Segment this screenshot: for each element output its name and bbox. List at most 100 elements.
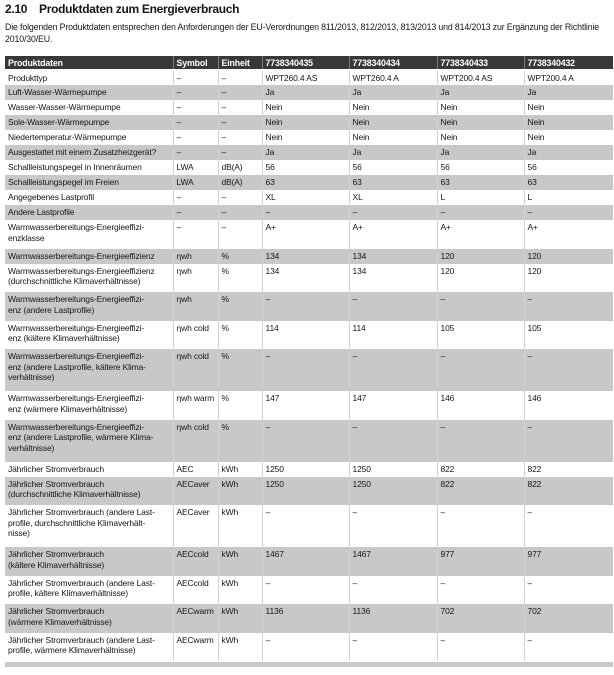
row-value-7738340432: Ja	[523, 85, 613, 100]
row-value-7738340435: Nein	[261, 130, 349, 145]
row-unit: –	[217, 145, 262, 160]
row-symbol: ηwh	[172, 292, 218, 321]
row-value-7738340433: Ja	[436, 145, 524, 160]
row-value-7738340432: A+	[523, 220, 613, 249]
row-value-7738340434: –	[348, 505, 437, 547]
row-value-7738340435: –	[261, 205, 349, 220]
row-symbol: ηwh warm	[172, 391, 218, 420]
row-value-7738340433: 105	[436, 320, 524, 349]
row-symbol: ηwh cold	[172, 320, 218, 349]
row-value-7738340433: Nein	[436, 130, 524, 145]
page-title: Produktdaten zum Energieverbrauch	[39, 2, 240, 16]
row-value-7738340433: Ja	[436, 85, 524, 100]
row-symbol: LWA	[172, 175, 218, 190]
row-unit: kWh	[217, 461, 262, 477]
row-value-7738340434: Nein	[348, 100, 437, 115]
row-label: Angegebenes Lastprofil	[8, 192, 95, 202]
table-row: Jährlicher Stromverbrauch (andere Last- …	[5, 632, 613, 661]
row-value-7738340433: 120	[436, 248, 524, 264]
row-value-7738340434: 134	[348, 248, 437, 264]
row-value-7738340434: 134	[348, 263, 437, 292]
column-header-symbol: Symbol	[172, 56, 218, 71]
table-row: Schallleistungspegel in Innenräumen LWA …	[5, 160, 613, 175]
row-label: Warmwasserbereitungs-Energieeffizi- enz …	[5, 419, 173, 462]
row-value-7738340432: 146	[523, 391, 613, 420]
intro-text: Die folgenden Produktdaten entsprechen d…	[5, 22, 600, 44]
row-value-7738340435: WPT260.4 AS	[261, 70, 349, 85]
row-value-7738340433: 977	[436, 547, 524, 576]
row-value-7738340434: 114	[348, 320, 437, 349]
row-value-7738340433: –	[436, 419, 524, 462]
table-row: Niedertemperatur-Wärmepumpe – – Nein Nei…	[5, 130, 613, 145]
row-label: Warmwasserbereitungs-Energieeffizienz (d…	[8, 265, 155, 287]
row-value-7738340434: 56	[348, 160, 437, 175]
row-label: Schallleistungspegel in Innenräumen	[8, 162, 142, 172]
row-unit: kWh	[217, 604, 262, 633]
row-label: Niedertemperatur-Wärmepumpe	[8, 132, 127, 142]
row-label: Produkttyp	[8, 73, 48, 83]
table-row: Produkttyp – – WPT260.4 AS WPT260.4 A WP…	[5, 70, 613, 85]
row-unit: %	[217, 419, 262, 462]
row-label: Warmwasserbereitungs-Energieeffizienz	[5, 248, 173, 264]
row-value-7738340432: 105	[523, 320, 613, 349]
row-unit: –	[217, 85, 262, 100]
row-value-7738340432: –	[523, 349, 613, 391]
row-symbol: –	[172, 115, 218, 130]
row-label: Jährlicher Stromverbrauch (wärmere Klima…	[5, 604, 173, 633]
row-value-7738340434: –	[348, 349, 437, 391]
row-value-7738340435: 1467	[261, 547, 349, 576]
row-unit: –	[217, 100, 262, 115]
row-label: Ausgestattet mit einem Zusatzheizgerät?	[5, 145, 173, 160]
row-label: Jährlicher Stromverbrauch (andere Last- …	[8, 634, 155, 656]
row-value-7738340434: –	[348, 292, 437, 321]
row-value-7738340432: Nein	[523, 115, 613, 130]
row-symbol: AECwarm	[172, 632, 218, 661]
row-value-7738340432: 120	[523, 248, 613, 264]
table-row: Warmwasserbereitungs-Energieeffizi- enz …	[5, 419, 613, 462]
row-symbol: ηwh	[172, 263, 218, 292]
row-unit: –	[217, 220, 262, 249]
row-label: Sole-Wasser-Wärmepumpe	[5, 115, 173, 130]
table-row: Jährlicher Stromverbrauch (wärmere Klima…	[5, 604, 613, 633]
table-bottom-edge	[5, 662, 613, 667]
row-value-7738340434: 1136	[348, 604, 437, 633]
row-label: Jährlicher Stromverbrauch (andere Last- …	[8, 507, 155, 538]
row-value-7738340434: A+	[348, 220, 437, 249]
row-value-7738340433: –	[436, 505, 524, 547]
row-unit: –	[217, 130, 262, 145]
row-symbol: AECwarm	[172, 604, 218, 633]
row-label: Warmwasserbereitungs-Energieeffizi- enz …	[5, 349, 173, 391]
row-value-7738340432: Nein	[523, 130, 613, 145]
table-row: Warmwasserbereitungs-Energieeffizi- enz …	[5, 391, 613, 420]
column-header-model-7738340434: 7738340434	[348, 56, 437, 71]
table-row: Schallleistungspegel im Freien LWA dB(A)…	[5, 175, 613, 190]
row-symbol: –	[172, 100, 218, 115]
row-value-7738340435: Ja	[261, 145, 349, 160]
table-row: Jährlicher Stromverbrauch (andere Last- …	[5, 575, 613, 604]
row-symbol: AECaver	[172, 505, 218, 547]
row-value-7738340433: –	[436, 292, 524, 321]
row-value-7738340432: –	[523, 505, 613, 547]
column-header-produktdaten: Produktdaten	[5, 56, 173, 71]
row-value-7738340435: 1136	[261, 604, 349, 633]
row-value-7738340432: 822	[523, 461, 613, 477]
row-value-7738340433: 146	[436, 391, 524, 420]
row-value-7738340433: –	[436, 575, 524, 604]
row-value-7738340434: Ja	[348, 145, 437, 160]
row-value-7738340435: 134	[261, 263, 349, 292]
row-unit: kWh	[217, 575, 262, 604]
row-label: Jährlicher Stromverbrauch (durchschnittl…	[5, 476, 173, 505]
row-value-7738340435: 114	[261, 320, 349, 349]
row-unit: %	[217, 292, 262, 321]
row-symbol: AECcold	[172, 575, 218, 604]
section-number: 2.10	[5, 2, 28, 16]
row-unit: kWh	[217, 547, 262, 576]
table-row: Warmwasserbereitungs-Energieeffizienz (d…	[5, 263, 613, 292]
row-value-7738340432: 120	[523, 263, 613, 292]
row-value-7738340435: 134	[261, 248, 349, 264]
row-symbol: –	[172, 190, 218, 205]
row-symbol: ηwh cold	[172, 349, 218, 391]
row-value-7738340434: WPT260.4 A	[348, 70, 437, 85]
row-value-7738340432: 63	[523, 175, 613, 190]
